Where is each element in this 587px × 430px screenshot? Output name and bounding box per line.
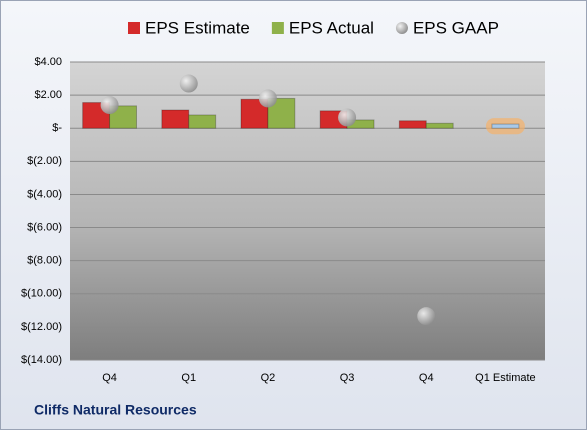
bar	[109, 105, 138, 129]
x-tick-label: Q3	[340, 372, 355, 384]
bar	[398, 120, 427, 129]
bar	[161, 109, 190, 129]
legend-label: EPS Actual	[289, 18, 374, 37]
legend-swatch	[395, 22, 408, 34]
legend-label: EPS Estimate	[145, 18, 250, 37]
legend-swatch	[128, 22, 140, 34]
footer: Cliffs Natural Resources	[34, 402, 197, 418]
y-tick-label: $(4.00)	[27, 188, 62, 200]
x-tick-label: Q1 Estimate	[475, 372, 536, 384]
y-tick-label: $(10.00)	[21, 288, 62, 300]
x-tick-label: Q1	[181, 372, 196, 384]
legend-swatch	[271, 22, 284, 34]
y-tick-label: $4.00	[34, 56, 62, 68]
y-tick-label: $-	[52, 122, 62, 134]
plot-area	[70, 62, 545, 360]
bar	[425, 122, 454, 129]
y-tick-label: $(12.00)	[21, 321, 62, 333]
bar	[188, 114, 217, 129]
marker	[417, 307, 436, 326]
marker	[179, 74, 198, 93]
y-tick-label: $(8.00)	[27, 255, 62, 267]
y-tick-label: $(2.00)	[27, 155, 62, 167]
x-tick-label: Q4	[102, 372, 117, 384]
marker	[338, 108, 357, 127]
marker	[258, 89, 277, 108]
legend-label: EPS GAAP	[413, 18, 499, 37]
y-tick-label: $(6.00)	[27, 221, 62, 233]
y-tick-label: $2.00	[34, 89, 62, 101]
x-tick-label: Q4	[419, 372, 434, 384]
y-tick-label: $(14.00)	[21, 354, 62, 366]
marker	[100, 96, 119, 115]
x-tick-label: Q2	[261, 372, 276, 384]
bar	[491, 123, 520, 129]
